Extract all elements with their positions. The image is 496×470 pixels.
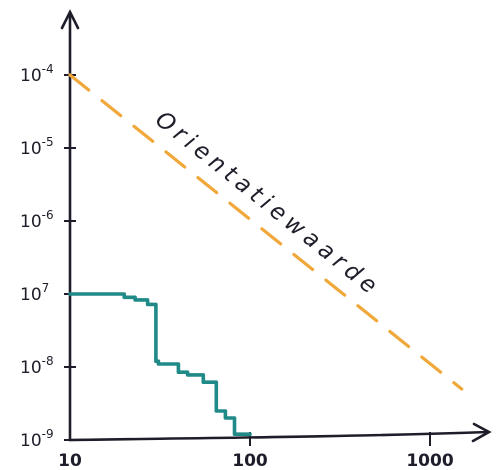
- y-tick-label: 10-6: [20, 208, 54, 232]
- annotation-layer: Orientatiewaarde: [150, 106, 385, 302]
- axes: [60, 9, 492, 443]
- x-axis: [68, 430, 490, 442]
- reference-line: [68, 73, 464, 391]
- y-ticks: 10-4 10-5 10-6 107 10-8 10-9: [20, 62, 76, 451]
- y-tick-label: 107: [20, 281, 49, 305]
- x-ticks: 10 100 1000: [58, 432, 454, 470]
- x-tick-label: 100: [232, 451, 268, 470]
- x-axis-arrow: [471, 422, 492, 443]
- y-axis: [68, 12, 72, 442]
- x-tick-label: 1000: [406, 451, 453, 470]
- y-axis-arrow: [60, 9, 80, 30]
- y-tick-label: 10-9: [20, 427, 54, 451]
- y-tick-label: 10-4: [20, 62, 54, 86]
- staircase-line: [68, 292, 252, 437]
- series-layer: [68, 73, 464, 437]
- x-tick-label: 10: [58, 451, 82, 470]
- reference-annotation: Orientatiewaarde: [150, 106, 385, 302]
- y-tick-label: 10-5: [20, 135, 54, 159]
- y-tick-label: 10-8: [20, 354, 54, 378]
